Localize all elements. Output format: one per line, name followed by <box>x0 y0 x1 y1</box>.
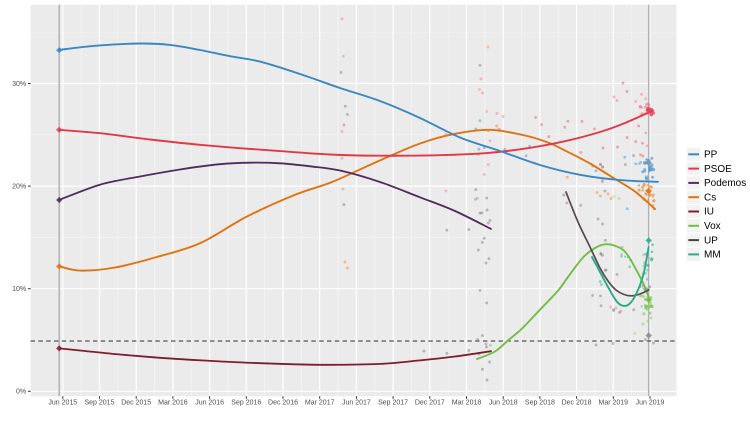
svg-text:Jun 2017: Jun 2017 <box>342 400 371 407</box>
svg-text:PSOE: PSOE <box>704 164 732 175</box>
svg-text:30%: 30% <box>12 81 26 88</box>
svg-text:Sep 2018: Sep 2018 <box>525 400 555 407</box>
svg-text:Cs: Cs <box>704 192 716 203</box>
svg-text:Dec 2017: Dec 2017 <box>415 400 445 407</box>
svg-text:Jun 2019: Jun 2019 <box>636 400 665 407</box>
svg-text:Dec 2018: Dec 2018 <box>562 400 592 407</box>
svg-text:Dec 2016: Dec 2016 <box>268 400 298 407</box>
svg-text:Dec 2015: Dec 2015 <box>121 400 151 407</box>
svg-text:UP: UP <box>704 235 718 246</box>
svg-text:Mar 2018: Mar 2018 <box>452 400 482 407</box>
svg-text:Jun 2015: Jun 2015 <box>48 400 77 407</box>
svg-text:MM: MM <box>704 250 721 261</box>
svg-text:10%: 10% <box>12 286 26 293</box>
svg-text:Mar 2019: Mar 2019 <box>599 400 629 407</box>
svg-text:Podemos: Podemos <box>704 178 746 189</box>
svg-text:Jun 2016: Jun 2016 <box>195 400 224 407</box>
svg-text:Sep 2016: Sep 2016 <box>231 400 261 407</box>
svg-text:Vox: Vox <box>704 221 721 232</box>
svg-text:Jun 2018: Jun 2018 <box>489 400 518 407</box>
svg-text:Mar 2016: Mar 2016 <box>158 400 188 407</box>
svg-text:IU: IU <box>704 207 714 218</box>
svg-text:0%: 0% <box>16 389 26 396</box>
svg-text:20%: 20% <box>12 184 26 191</box>
svg-text:Sep 2015: Sep 2015 <box>85 400 115 407</box>
svg-text:Mar 2017: Mar 2017 <box>305 400 335 407</box>
svg-text:PP: PP <box>704 150 718 161</box>
svg-text:Sep 2017: Sep 2017 <box>378 400 408 407</box>
